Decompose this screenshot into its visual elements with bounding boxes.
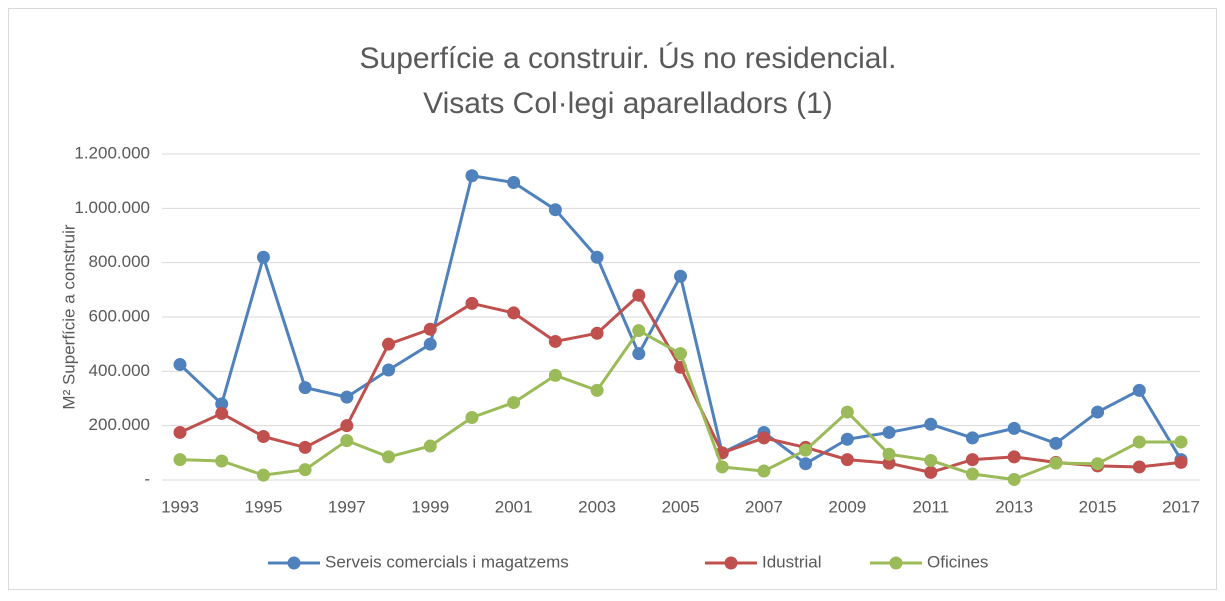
point <box>256 430 270 444</box>
point <box>298 463 312 477</box>
point <box>674 347 687 361</box>
y-tick-label: 400.000 <box>89 361 150 380</box>
point <box>799 457 813 471</box>
point <box>548 334 562 348</box>
point <box>632 347 646 361</box>
chart-title: Superfície a construir. Ús no residencia… <box>360 42 897 75</box>
point <box>799 443 813 457</box>
y-tick-label: 1.000.000 <box>74 198 150 217</box>
point <box>590 383 604 397</box>
x-tick-label: 2011 <box>912 497 949 516</box>
point <box>632 324 646 338</box>
point <box>382 363 396 377</box>
point <box>715 460 729 474</box>
point <box>882 425 896 439</box>
point <box>173 358 187 372</box>
point <box>298 381 312 395</box>
point <box>965 467 979 481</box>
point <box>340 419 354 433</box>
point <box>924 465 938 479</box>
point <box>423 337 437 351</box>
x-tick-label: 2015 <box>1079 497 1117 516</box>
legend-label: Idustrial <box>762 552 822 571</box>
point <box>298 440 312 454</box>
point <box>924 417 938 431</box>
point <box>1049 436 1063 450</box>
point <box>548 203 562 217</box>
point <box>674 269 687 283</box>
point <box>1007 472 1021 486</box>
x-tick-label: 2017 <box>1162 497 1200 516</box>
point <box>215 454 229 468</box>
point <box>465 411 479 425</box>
point <box>1132 460 1146 474</box>
x-tick-label: 2009 <box>828 497 866 516</box>
point <box>423 322 437 336</box>
legend-marker <box>287 556 301 570</box>
point <box>465 296 479 310</box>
point <box>1174 435 1188 449</box>
point <box>507 396 521 410</box>
point <box>340 434 354 448</box>
y-tick-label: - <box>144 469 150 488</box>
legend-marker <box>724 556 738 570</box>
y-tick-label: 1.200.000 <box>74 143 150 162</box>
point <box>382 337 396 351</box>
x-tick-label: 1995 <box>245 497 283 516</box>
point <box>1132 383 1146 397</box>
x-tick-label: 2013 <box>995 497 1033 516</box>
point <box>1007 421 1021 435</box>
point <box>924 453 938 467</box>
point <box>1132 435 1146 449</box>
point <box>590 250 604 264</box>
point <box>215 406 229 420</box>
x-tick-label: 2007 <box>745 497 783 516</box>
point <box>590 326 604 340</box>
chart-border <box>8 8 1217 590</box>
point <box>1049 456 1063 470</box>
point <box>548 368 562 382</box>
point <box>256 250 270 264</box>
legend-label: Serveis comercials i magatzems <box>325 552 569 571</box>
point <box>1091 457 1105 471</box>
point <box>215 397 229 411</box>
point <box>507 176 521 190</box>
x-tick-label: 1997 <box>328 497 366 516</box>
point <box>507 306 521 320</box>
y-tick-label: 600.000 <box>89 306 150 325</box>
point <box>1091 405 1105 419</box>
legend-marker <box>889 556 903 570</box>
point <box>173 453 187 467</box>
chart-subtitle: Visats Col·legi aparelladors (1) <box>423 87 833 120</box>
point <box>632 288 646 302</box>
y-tick-label: 800.000 <box>89 252 150 271</box>
point <box>1007 450 1021 464</box>
point <box>840 432 854 446</box>
point <box>423 439 437 453</box>
point <box>840 453 854 467</box>
x-tick-label: 2001 <box>495 497 533 516</box>
x-tick-label: 2003 <box>578 497 616 516</box>
y-tick-label: 200.000 <box>89 415 150 434</box>
point <box>1174 455 1188 469</box>
point <box>757 464 771 478</box>
point <box>173 425 187 439</box>
point <box>965 431 979 445</box>
x-tick-label: 2005 <box>662 497 700 516</box>
point <box>965 453 979 467</box>
legend-label: Oficines <box>927 552 988 571</box>
point <box>757 431 771 445</box>
y-axis-label: M² Superfície a construir <box>59 224 78 410</box>
x-tick-label: 1999 <box>411 497 449 516</box>
point <box>882 456 896 470</box>
point <box>340 390 354 404</box>
point <box>882 447 896 461</box>
point <box>465 169 479 183</box>
point <box>256 468 270 482</box>
point <box>840 405 854 419</box>
point <box>382 450 396 464</box>
x-tick-label: 1993 <box>161 497 199 516</box>
